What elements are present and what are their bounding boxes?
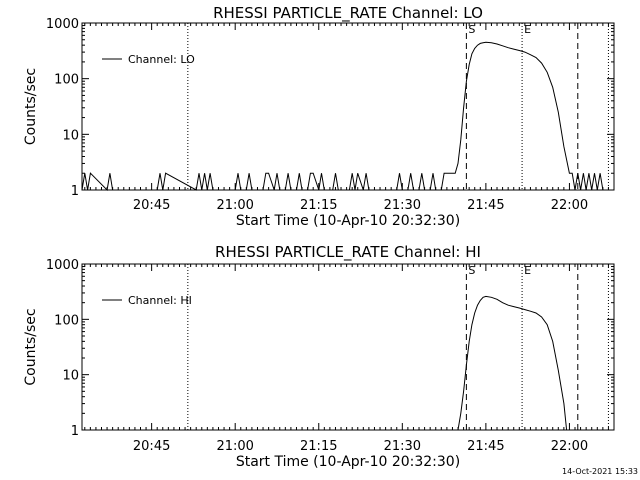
panel-1-x-tick-label: 21:45 [467, 198, 504, 213]
panel-2-x-tick-label: 20:45 [133, 439, 170, 454]
panel-1-x-tick-label: 22:00 [551, 198, 588, 213]
panel-1-y-tick-label: 100 [54, 73, 79, 88]
panel-2-y-axis-label: Counts/sec [23, 308, 39, 385]
panel-1-marker-label-s: S [468, 23, 475, 36]
panel-2-x-tick-label: 21:15 [300, 439, 337, 454]
panel-2-legend-label: Channel: HI [128, 294, 192, 307]
panel-2-title: RHESSI PARTICLE_RATE Channel: HI [215, 243, 481, 262]
panel-2-x-tick-label: 21:00 [216, 439, 253, 454]
panel-1-title: RHESSI PARTICLE_RATE Channel: LO [213, 4, 483, 23]
panel-2-y-tick-label: 1000 [46, 258, 79, 273]
panel-1-y-axis-label: Counts/sec [23, 68, 39, 145]
panel-2-y-tick-label: 100 [54, 313, 79, 328]
panel-1-x-tick-label: 21:00 [216, 198, 253, 213]
panel-2-y-tick-label: 10 [62, 369, 79, 384]
panel-1-x-tick-label: 21:15 [300, 198, 337, 213]
panel-1-plot-frame [81, 22, 615, 191]
panel-2-x-tick-label: 21:30 [384, 439, 421, 454]
panel-1-series-line [81, 41, 604, 192]
panel-2-y-tick-label: 1 [71, 424, 79, 439]
panel-2-x-axis-label: Start Time (10-Apr-10 20:32:30) [236, 454, 460, 470]
panel-2-x-tick-label: 21:45 [467, 439, 504, 454]
panel-1-x-tick-label: 21:30 [384, 198, 421, 213]
panel-1-y-tick-label: 1 [71, 184, 79, 199]
panel-1-x-tick-label: 20:45 [133, 198, 170, 213]
panel-1-y-tick-label: 10 [62, 128, 79, 143]
panel-2-x-tick-label: 22:00 [551, 439, 588, 454]
panel-2-marker-label-s: S [468, 264, 475, 277]
panel-1-y-tick-label: 1000 [46, 17, 79, 32]
panel-1-legend-label: Channel: LO [128, 53, 195, 66]
timestamp: 14-Oct-2021 15:33 [562, 467, 638, 476]
panel-1-x-axis-label: Start Time (10-Apr-10 20:32:30) [236, 213, 460, 229]
panel-2-series-line [457, 295, 568, 431]
panel-2-plot-frame [81, 263, 615, 431]
panel-1-marker-label-e: E [524, 23, 531, 36]
panel-2-marker-label-e: E [524, 264, 531, 277]
